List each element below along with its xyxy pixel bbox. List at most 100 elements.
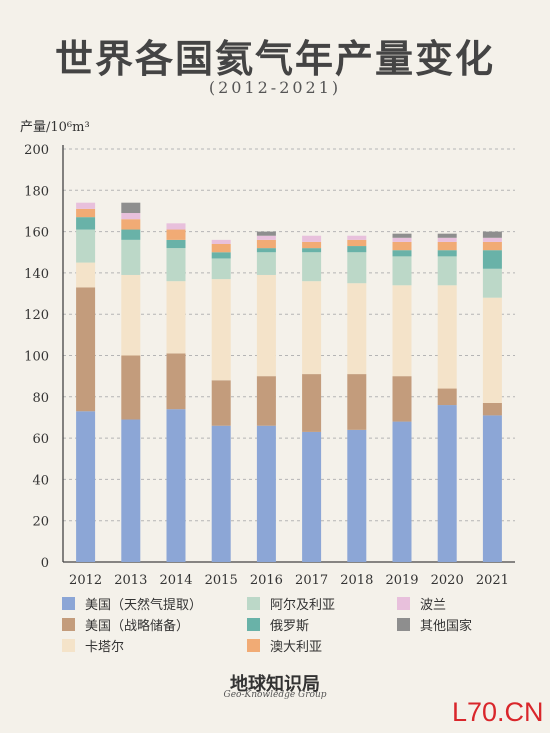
x-tick-label: 2020: [431, 573, 464, 588]
legend-swatch: [62, 639, 75, 652]
bar-segment: [121, 202, 141, 214]
bar-segment: [211, 258, 231, 280]
bar-segment: [256, 239, 276, 249]
y-tick-label: 100: [24, 350, 49, 365]
bar-segment: [392, 256, 412, 286]
bar-segment: [392, 233, 412, 238]
bar-segment: [256, 235, 276, 240]
legend-swatch: [397, 597, 410, 610]
bar-segment: [482, 297, 502, 403]
brand-logo-text: 地球知识局: [230, 674, 320, 695]
bar-segment: [166, 223, 186, 230]
bar-segment: [256, 248, 276, 253]
bar-segment: [76, 287, 96, 412]
y-tick-label: 40: [32, 473, 49, 488]
y-tick-label: 160: [24, 226, 49, 241]
bar-segment: [347, 246, 367, 253]
bar-segment: [211, 252, 231, 259]
legend-swatch: [62, 618, 75, 631]
bar-segment: [166, 353, 186, 410]
bar-segment: [166, 281, 186, 354]
x-tick-label: 2012: [69, 573, 102, 588]
legend-item: 美国（天然气提取）: [62, 594, 202, 613]
bar-segment: [437, 250, 457, 257]
y-tick-label: 140: [24, 267, 49, 282]
bar-segment: [392, 250, 412, 257]
bar-segment: [76, 229, 96, 263]
bar-segment: [302, 374, 322, 432]
bar-segment: [166, 409, 186, 562]
bar-segment: [347, 235, 367, 240]
y-axis-unit-label: 产量/10⁶m³: [20, 120, 90, 135]
bar-segment: [121, 213, 141, 220]
stacked-bar-chart: 0 20 40 60 80 100 120 140 160 180 200 2012 2013 2014 2…: [24, 143, 515, 588]
bar-segment: [437, 405, 457, 562]
bar-segment: [302, 252, 322, 282]
legend-label: 美国（战略储备）: [85, 619, 190, 634]
legend-swatch: [247, 639, 260, 652]
bar-segment: [256, 425, 276, 562]
bar-segment: [211, 279, 231, 381]
bar-segment: [392, 421, 412, 562]
y-tick-label: 180: [24, 184, 49, 199]
x-tick-label: 2014: [159, 573, 192, 588]
y-tick-label: 80: [32, 391, 49, 406]
legend-label: 阿尔及利亚: [270, 598, 336, 613]
bar-segment: [437, 285, 457, 389]
bar-segment: [256, 274, 276, 377]
bar-segment: [347, 374, 367, 430]
bar-segment: [437, 233, 457, 238]
legend-label: 其他国家: [420, 619, 473, 634]
bar-segment: [302, 235, 322, 242]
x-tick-label: 2013: [114, 573, 147, 588]
bar-segment: [392, 237, 412, 242]
bar-segment: [121, 239, 141, 275]
chart-legend: 美国（天然气提取） 美国（战略储备） 卡塔尔 阿尔及利亚 俄罗斯 澳大利亚 波兰 其他国家: [62, 594, 522, 655]
bar-segment: [211, 380, 231, 426]
bar-segment: [256, 376, 276, 426]
bar-segment: [437, 237, 457, 242]
bar-segment: [166, 248, 186, 282]
bar-segment: [302, 241, 322, 249]
bar-segment: [482, 415, 502, 562]
bar-segment: [211, 239, 231, 244]
bar-segment: [76, 202, 96, 209]
x-tick-label: 2021: [476, 573, 509, 588]
legend-swatch: [247, 618, 260, 631]
bar-segment: [347, 252, 367, 284]
bar-segment: [121, 219, 141, 230]
y-tick-label: 60: [32, 432, 49, 447]
x-tick-label: 2018: [340, 573, 373, 588]
bar-segment: [302, 431, 322, 562]
legend-label: 卡塔尔: [85, 640, 125, 655]
bar-segment: [392, 285, 412, 377]
bar-segment: [347, 429, 367, 562]
y-tick-label: 20: [32, 515, 49, 530]
y-tick-label: 120: [24, 308, 49, 323]
bar-segment: [437, 241, 457, 251]
x-tick-label: 2016: [250, 573, 283, 588]
bar-segment: [166, 239, 186, 249]
bar-segment: [392, 376, 412, 422]
legend-swatch: [397, 618, 410, 631]
legend-label: 俄罗斯: [270, 619, 310, 634]
bar-segment: [76, 411, 96, 562]
bar-segment: [347, 283, 367, 375]
bar-segment: [76, 208, 96, 218]
bar-segment: [302, 248, 322, 253]
x-tick-label: 2015: [205, 573, 238, 588]
legend-item: 卡塔尔: [62, 636, 124, 655]
bar-segment: [121, 355, 141, 420]
bar-segment: [166, 229, 186, 240]
legend-item: 俄罗斯: [247, 615, 309, 634]
bar-segment: [482, 402, 502, 416]
bar-segment: [121, 229, 141, 240]
bar-segment: [482, 250, 502, 269]
legend-item: 美国（战略储备）: [62, 615, 189, 634]
bar-segment: [482, 237, 502, 242]
bar-segment: [211, 243, 231, 253]
y-tick-label: 0: [41, 556, 49, 571]
bar-segment: [482, 241, 502, 251]
bar-segment: [256, 231, 276, 236]
legend-label: 美国（天然气提取）: [85, 598, 203, 613]
